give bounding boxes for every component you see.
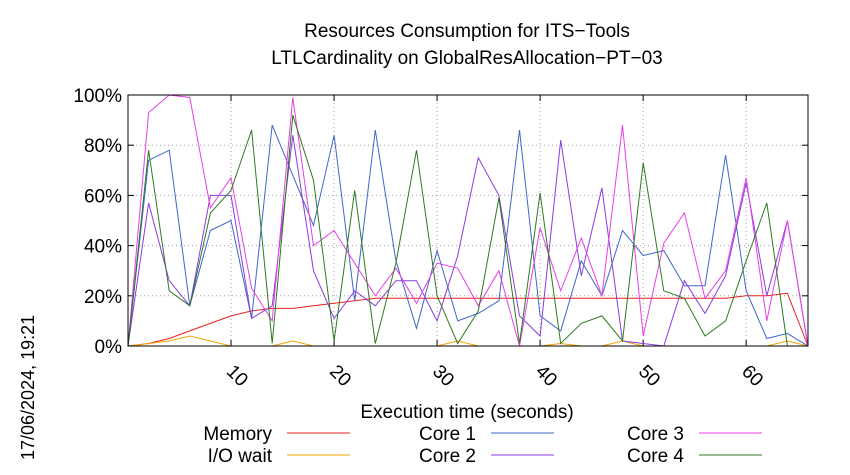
chart-subtitle: LTLCardinality on GlobalResAllocation−PT… [271,48,662,69]
legend-label-i-o-wait: I/O wait [208,446,273,467]
x-axis-label: Execution time (seconds) [360,402,573,423]
legend-label-core-1: Core 1 [419,424,476,445]
legend-label-core-3: Core 3 [627,424,684,445]
y-tick-label: 80% [84,136,122,157]
x-tick-label: 50 [634,361,664,391]
plot-frame [127,94,809,347]
legend-label-core-4: Core 4 [627,446,684,467]
y-tick-label: 40% [84,237,122,258]
x-tick-label: 10 [222,361,252,391]
series-lines [127,94,809,347]
y-tick-label: 100% [73,86,122,107]
x-axis-ticks: 10 20 30 40 50 60 [222,95,767,391]
x-tick-label: 40 [531,361,561,391]
x-tick-label: 20 [325,361,355,391]
x-tick-label: 30 [428,361,458,391]
y-tick-label: 60% [84,186,122,207]
timestamp: 17/06/2024, 19:21 [18,315,38,460]
chart-title: Resources Consumption for ITS−Tools [304,21,630,42]
legend-label-core-2: Core 2 [419,446,476,467]
series-line-core-2 [127,135,809,347]
y-tick-label: 20% [84,287,122,308]
series-line-core-3 [127,94,809,347]
series-line-core-4 [127,114,808,347]
series-line-memory [127,292,809,347]
y-axis-ticks: 0% 20% 40% 60% 80% 100% [73,86,808,358]
x-tick-label: 60 [737,361,767,391]
series-line-i-o-wait [127,335,809,347]
y-tick-label: 0% [95,337,123,358]
legend-label-memory: Memory [203,424,272,445]
series-line-core-1 [127,124,809,347]
grid [128,95,808,346]
